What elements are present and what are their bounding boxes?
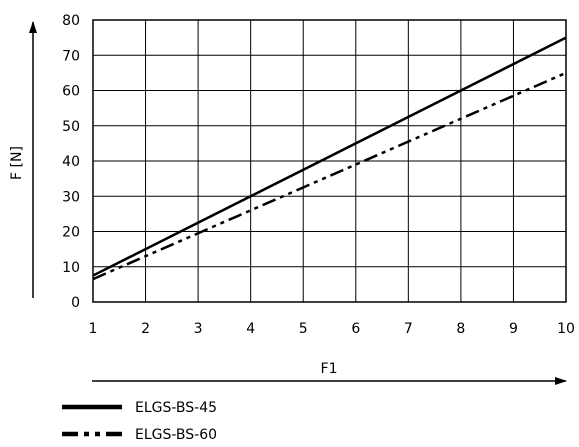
x-tick-label: 1 — [89, 321, 98, 337]
x-tick-label: 4 — [246, 321, 255, 337]
x-tick-label: 5 — [299, 321, 308, 337]
x-axis-label: F1 — [321, 361, 338, 377]
tick-labels: 0 10 20 30 40 50 60 70 80 1 2 3 4 5 6 7 8 9 10 — [62, 13, 575, 337]
legend-label-elgs-bs-60: ELGS-BS-60 — [135, 427, 217, 443]
y-tick-label: 0 — [71, 295, 80, 311]
x-tick-label: 3 — [194, 321, 203, 337]
y-tick-label: 10 — [62, 260, 80, 276]
x-tick-label: 8 — [456, 321, 465, 337]
y-tick-label: 30 — [62, 189, 80, 205]
legend-label-elgs-bs-45: ELGS-BS-45 — [135, 400, 217, 416]
grid — [92, 19, 567, 303]
x-tick-label: 10 — [557, 321, 575, 337]
y-tick-label: 60 — [62, 84, 80, 100]
y-axis-label: F [N] — [9, 146, 25, 180]
y-tick-label: 80 — [62, 13, 80, 29]
y-tick-label: 40 — [62, 154, 80, 170]
y-tick-label: 50 — [62, 119, 80, 135]
x-tick-label: 6 — [351, 321, 360, 337]
y-tick-label: 70 — [62, 48, 80, 64]
x-tick-label: 9 — [509, 321, 518, 337]
series-line-elgs-bs-60 — [92, 71, 567, 281]
legend: ELGS-BS-45 ELGS-BS-60 — [62, 400, 217, 443]
series-line-elgs-bs-45 — [92, 36, 567, 277]
x-tick-label: 7 — [404, 321, 413, 337]
series-layer — [92, 36, 567, 281]
y-tick-label: 20 — [62, 225, 80, 241]
plot-frame — [92, 19, 567, 303]
x-tick-label: 2 — [141, 321, 150, 337]
